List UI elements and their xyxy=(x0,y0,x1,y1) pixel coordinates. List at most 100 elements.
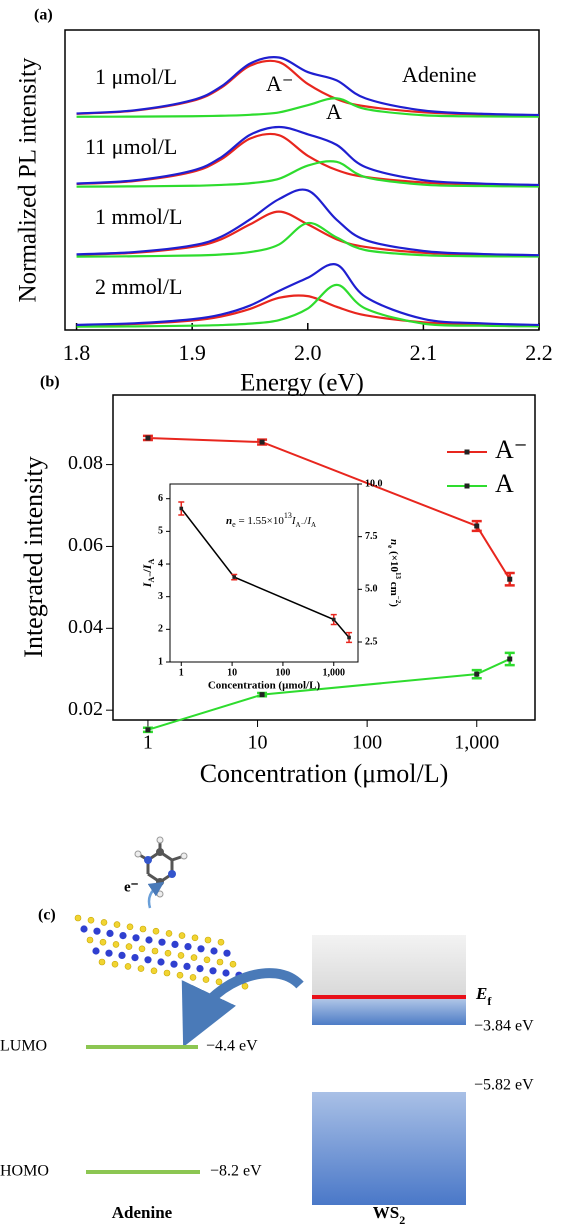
inset-labels: ne = 1.55×1013IA⁻/IA IA⁻/IA ne (×1013 cm… xyxy=(140,511,403,607)
lattice-atom xyxy=(241,982,249,990)
lattice-atom xyxy=(119,932,127,940)
fermi-label: Ef xyxy=(475,984,492,1008)
spectrum-curve xyxy=(76,97,540,118)
lattice-atom xyxy=(184,943,192,951)
y2-tick-label: 10.0 xyxy=(365,478,383,489)
y-tick-label: 0.08 xyxy=(68,452,103,474)
x-tick-label: 10 xyxy=(248,732,268,754)
plot-frame xyxy=(169,483,359,663)
series-line xyxy=(147,436,511,580)
y-tick-label: 0.02 xyxy=(68,698,103,720)
lattice-atom xyxy=(170,960,178,968)
marker xyxy=(347,635,351,640)
spectrum-curve xyxy=(76,160,540,188)
peak-label: A⁻ xyxy=(266,71,294,96)
x-tick-label: 1,000 xyxy=(454,732,499,754)
marker xyxy=(179,506,184,511)
x-tick-label: 1.8 xyxy=(63,340,91,365)
lattice-atom xyxy=(138,945,146,953)
series-line xyxy=(147,658,511,731)
molecule xyxy=(134,836,188,898)
lattice-atom xyxy=(151,947,159,955)
x-tick-label: 1.9 xyxy=(178,340,206,365)
lattice-atom xyxy=(152,927,160,935)
panel-label: 2 mmol/L xyxy=(95,274,182,299)
y-tick-label: 2 xyxy=(158,624,163,635)
lattice-atom xyxy=(229,960,237,968)
y-tick-label: 4 xyxy=(158,558,163,569)
ws2-lattice xyxy=(74,914,249,990)
y-tick-label: 5 xyxy=(158,526,163,537)
cbm-energy: −3.84 eV xyxy=(474,1018,534,1035)
lattice-atom xyxy=(190,954,198,961)
molecule-label: Adenine xyxy=(112,1203,173,1222)
filled-band xyxy=(312,997,466,1025)
y-axis-label: Integrated intensity xyxy=(19,456,48,657)
plot-frame xyxy=(112,394,536,721)
lattice-atom xyxy=(92,947,100,955)
lattice-atom xyxy=(137,965,145,972)
lattice-atom xyxy=(150,967,158,975)
material-label: WS2 xyxy=(373,1203,405,1227)
lattice-atom xyxy=(111,960,119,968)
x-tick-label: 10 xyxy=(227,667,237,678)
lattice-atom xyxy=(158,938,166,946)
conduction-band xyxy=(312,935,466,997)
y-tick-label: 0.06 xyxy=(68,534,103,556)
lumo-energy: −4.4 eV xyxy=(206,1038,258,1055)
homo-label: HOMO xyxy=(0,1163,49,1180)
lattice-atom xyxy=(217,938,225,946)
lattice-atom xyxy=(163,969,171,977)
y2-tick-label: 7.5 xyxy=(365,531,378,542)
panel-label: 1 μmol/L xyxy=(95,64,177,89)
electron-arrow xyxy=(147,881,165,909)
y-tick-label: 3 xyxy=(158,591,163,602)
lattice-atom xyxy=(197,945,205,953)
lattice-atom xyxy=(196,965,204,973)
marker xyxy=(474,523,480,529)
marker xyxy=(232,575,237,579)
lattice-atom xyxy=(132,934,140,942)
lattice-atom xyxy=(210,947,218,955)
spectrum-curve xyxy=(76,188,540,257)
spectrum-curve xyxy=(76,210,540,257)
x-tick-label: 1 xyxy=(143,732,153,754)
marker xyxy=(507,656,513,662)
spectrum-curve xyxy=(76,56,540,117)
vbm-energy: −5.82 eV xyxy=(474,1077,534,1094)
lattice-atom xyxy=(105,949,113,957)
lattice-atom xyxy=(74,914,82,922)
x-tick-label: 1 xyxy=(179,667,184,678)
lattice-atom xyxy=(100,919,108,926)
spectrum-curve xyxy=(76,125,540,187)
panel-label: (a) xyxy=(34,7,53,24)
x-tick-label: 100 xyxy=(275,667,290,678)
lattice-atom xyxy=(144,956,152,964)
x-tick-label: 2.2 xyxy=(525,340,553,365)
energy-diagram: (c) e⁻ Ef −3.84 eV −5.82 eV LUMO −4.4 eV… xyxy=(0,836,534,1227)
lattice-atom xyxy=(176,971,184,979)
lattice-atom xyxy=(80,925,88,933)
marker xyxy=(259,692,265,698)
x-tick-label: 2.0 xyxy=(294,340,322,365)
lattice-atom xyxy=(165,930,173,937)
lattice-atom xyxy=(178,932,186,939)
y-tick-label: 0.04 xyxy=(68,616,103,638)
lattice-atom xyxy=(189,974,197,981)
lattice-atom xyxy=(223,949,231,957)
marker xyxy=(507,576,513,582)
lattice-atom xyxy=(98,958,106,966)
lumo-label: LUMO xyxy=(0,1038,47,1055)
lattice-atom xyxy=(139,925,147,933)
transfer-arrow xyxy=(181,968,304,1048)
lattice-atom xyxy=(204,936,212,944)
formula: ne = 1.55×1013IA⁻/IA xyxy=(226,511,316,529)
lattice-atom xyxy=(216,958,224,966)
lattice-atom xyxy=(131,954,139,962)
inset-y-label: IA⁻/IA xyxy=(140,559,157,589)
lattice-atom xyxy=(118,951,126,960)
y-tick-label: 1 xyxy=(158,656,163,667)
x-tick-label: 100 xyxy=(352,732,382,754)
